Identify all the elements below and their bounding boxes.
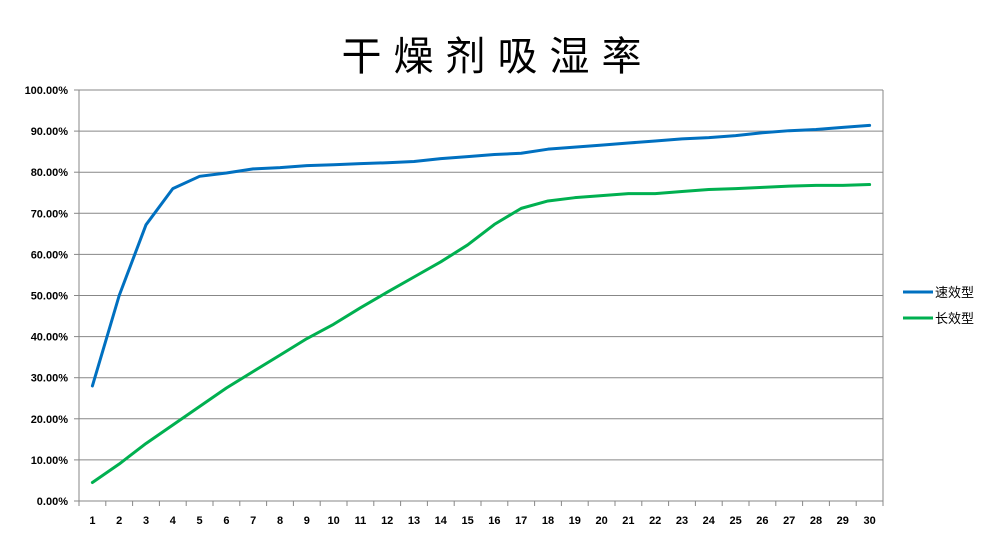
x-tick-label: 7: [250, 515, 256, 527]
x-tick-label: 25: [729, 515, 741, 527]
x-tick-label: 21: [622, 515, 634, 527]
x-tick-label: 18: [542, 515, 554, 527]
x-tick-label: 28: [810, 515, 822, 527]
x-tick-label: 2: [116, 515, 122, 527]
x-tick-label: 8: [277, 515, 283, 527]
x-tick-label: 26: [756, 515, 768, 527]
y-tick-label: 30.00%: [31, 373, 69, 385]
x-tick-label: 20: [595, 515, 607, 527]
y-tick-label: 50.00%: [31, 291, 69, 303]
y-tick-label: 40.00%: [31, 332, 69, 344]
x-tick-label: 11: [355, 515, 367, 527]
x-tick-label: 4: [170, 515, 177, 527]
x-tick-labels: 1 2 3 4 5 6 7 8 9 10 11 12 13 14 15 16 17 18 19 20 21 22 23 24 2…: [89, 515, 875, 527]
x-tick-label: 16: [488, 515, 500, 527]
y-tick-label: 90.00%: [31, 126, 69, 138]
gridlines: [79, 89, 883, 461]
x-tick-label: 5: [197, 515, 203, 527]
x-tick-label: 14: [435, 515, 448, 527]
series-line-2: [90, 183, 872, 484]
legend-label: 速效型: [935, 286, 974, 301]
x-tick-label: 9: [304, 515, 310, 527]
axes: [74, 89, 884, 506]
y-tick-label: 0.00%: [37, 496, 68, 508]
x-tick-label: 15: [461, 515, 473, 527]
x-tick-label: 30: [863, 515, 875, 527]
x-tick-label: 3: [143, 515, 149, 527]
x-tick-label: 6: [223, 515, 229, 527]
x-tick-label: 29: [837, 515, 849, 527]
y-tick-label: 20.00%: [31, 414, 69, 426]
x-tick-label: 12: [381, 515, 393, 527]
x-tick-label: 17: [515, 515, 527, 527]
y-tick-label: 60.00%: [31, 249, 69, 261]
legend-label: 长效型: [935, 312, 974, 327]
x-tick-label: 23: [676, 515, 688, 527]
x-tick-label: 1: [89, 515, 95, 527]
x-tick-label: 10: [327, 515, 339, 527]
y-tick-label: 100.00%: [25, 85, 69, 97]
x-tick-label: 27: [783, 515, 795, 527]
series-line-1: [90, 123, 872, 388]
x-tick-label: 13: [408, 515, 420, 527]
chart-title: 干燥剂吸湿率: [341, 34, 654, 80]
x-tick-label: 22: [649, 515, 661, 527]
x-tick-label: 24: [703, 515, 716, 527]
y-tick-label: 10.00%: [31, 455, 69, 467]
y-tick-label: 70.00%: [31, 208, 69, 220]
y-tick-labels: 0.00% 10.00% 20.00% 30.00% 40.00% 50.00% 60.00…: [25, 85, 69, 508]
series-lines: [90, 123, 872, 484]
x-tick-label: 19: [569, 515, 581, 527]
y-tick-label: 80.00%: [31, 167, 69, 179]
